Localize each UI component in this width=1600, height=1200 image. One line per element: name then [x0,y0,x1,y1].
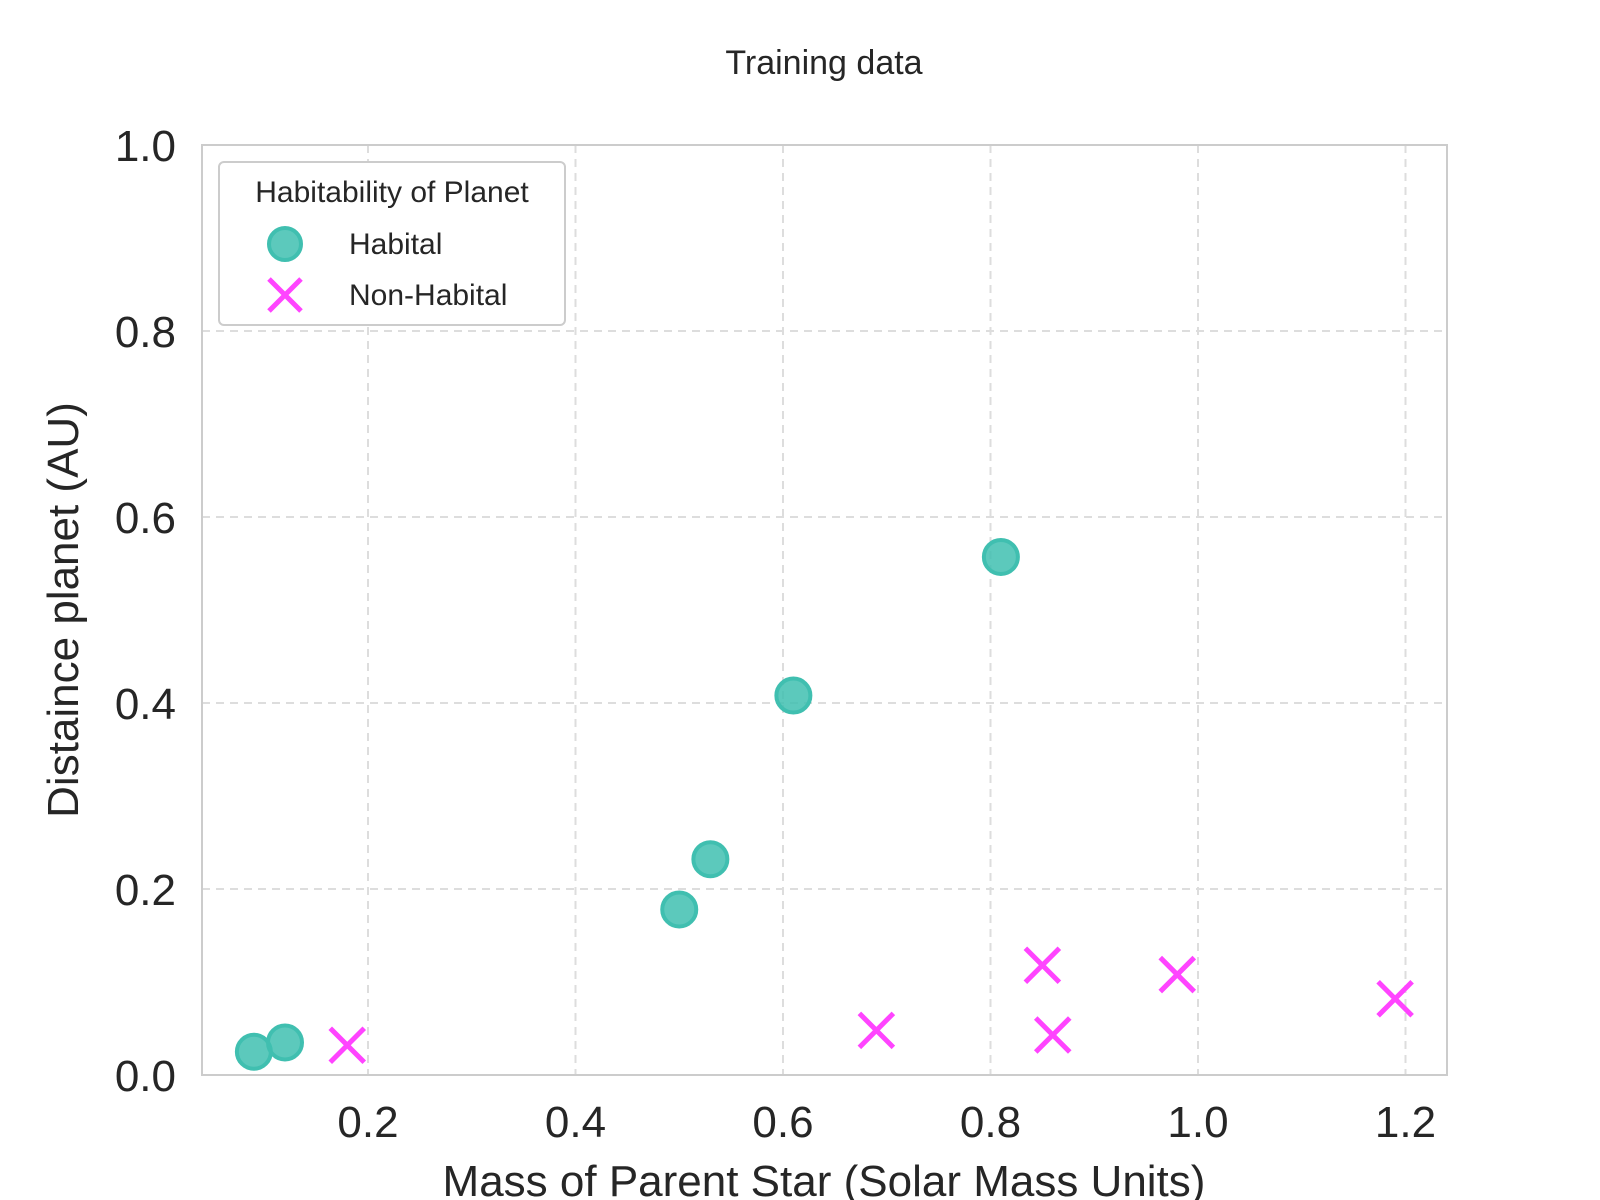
non-habital-point [1033,1016,1072,1054]
x-tick-label: 0.2 [337,1098,398,1147]
non-habital-point [1023,946,1062,985]
chart-title: Training data [725,44,922,82]
y-axis-label: Distaince planet (AU) [39,402,88,818]
legend-label-habital: Habital [349,228,442,261]
x-axis-label: Mass of Parent Star (Solar Mass Units) [443,1157,1206,1200]
y-tick-label: 0.2 [115,866,176,915]
legend-label-non-habital: Non-Habital [349,279,507,312]
legend-title: Habitability of Planet [255,176,529,209]
tick-labels: 0.2 0.4 0.6 0.8 1.0 1.2 0.0 0.2 0.4 0.6 0.8 1.0 [115,122,1436,1147]
y-tick-label: 0.0 [115,1052,176,1101]
data-points [234,537,1414,1071]
habital-point [660,890,699,929]
x-tick-label: 1.2 [1375,1098,1436,1147]
legend-box [218,161,566,326]
habital-point [234,1032,273,1071]
non-habital-point [857,1011,896,1050]
non-habital-point [1376,979,1414,1018]
non-habital-point [328,1026,367,1065]
x-tick-label: 0.4 [545,1098,606,1147]
legend-circle-marker [267,226,303,262]
x-tick-label: 0.6 [752,1098,813,1147]
legend: Habitability of Planet Habital Non-Habit… [218,161,566,326]
habital-point [774,676,813,715]
habital-point [691,840,730,879]
habital-point [981,537,1020,576]
x-tick-label: 1.0 [1167,1098,1228,1147]
non-habital-point [1158,955,1197,994]
y-tick-label: 0.6 [115,494,176,543]
y-tick-label: 0.4 [115,680,176,729]
y-tick-label: 1.0 [115,122,176,171]
x-tick-label: 0.8 [960,1098,1021,1147]
legend-x-marker [267,277,303,313]
plot-area [201,144,1448,1076]
habital-point [266,1023,304,1062]
y-tick-label: 0.8 [115,308,176,357]
